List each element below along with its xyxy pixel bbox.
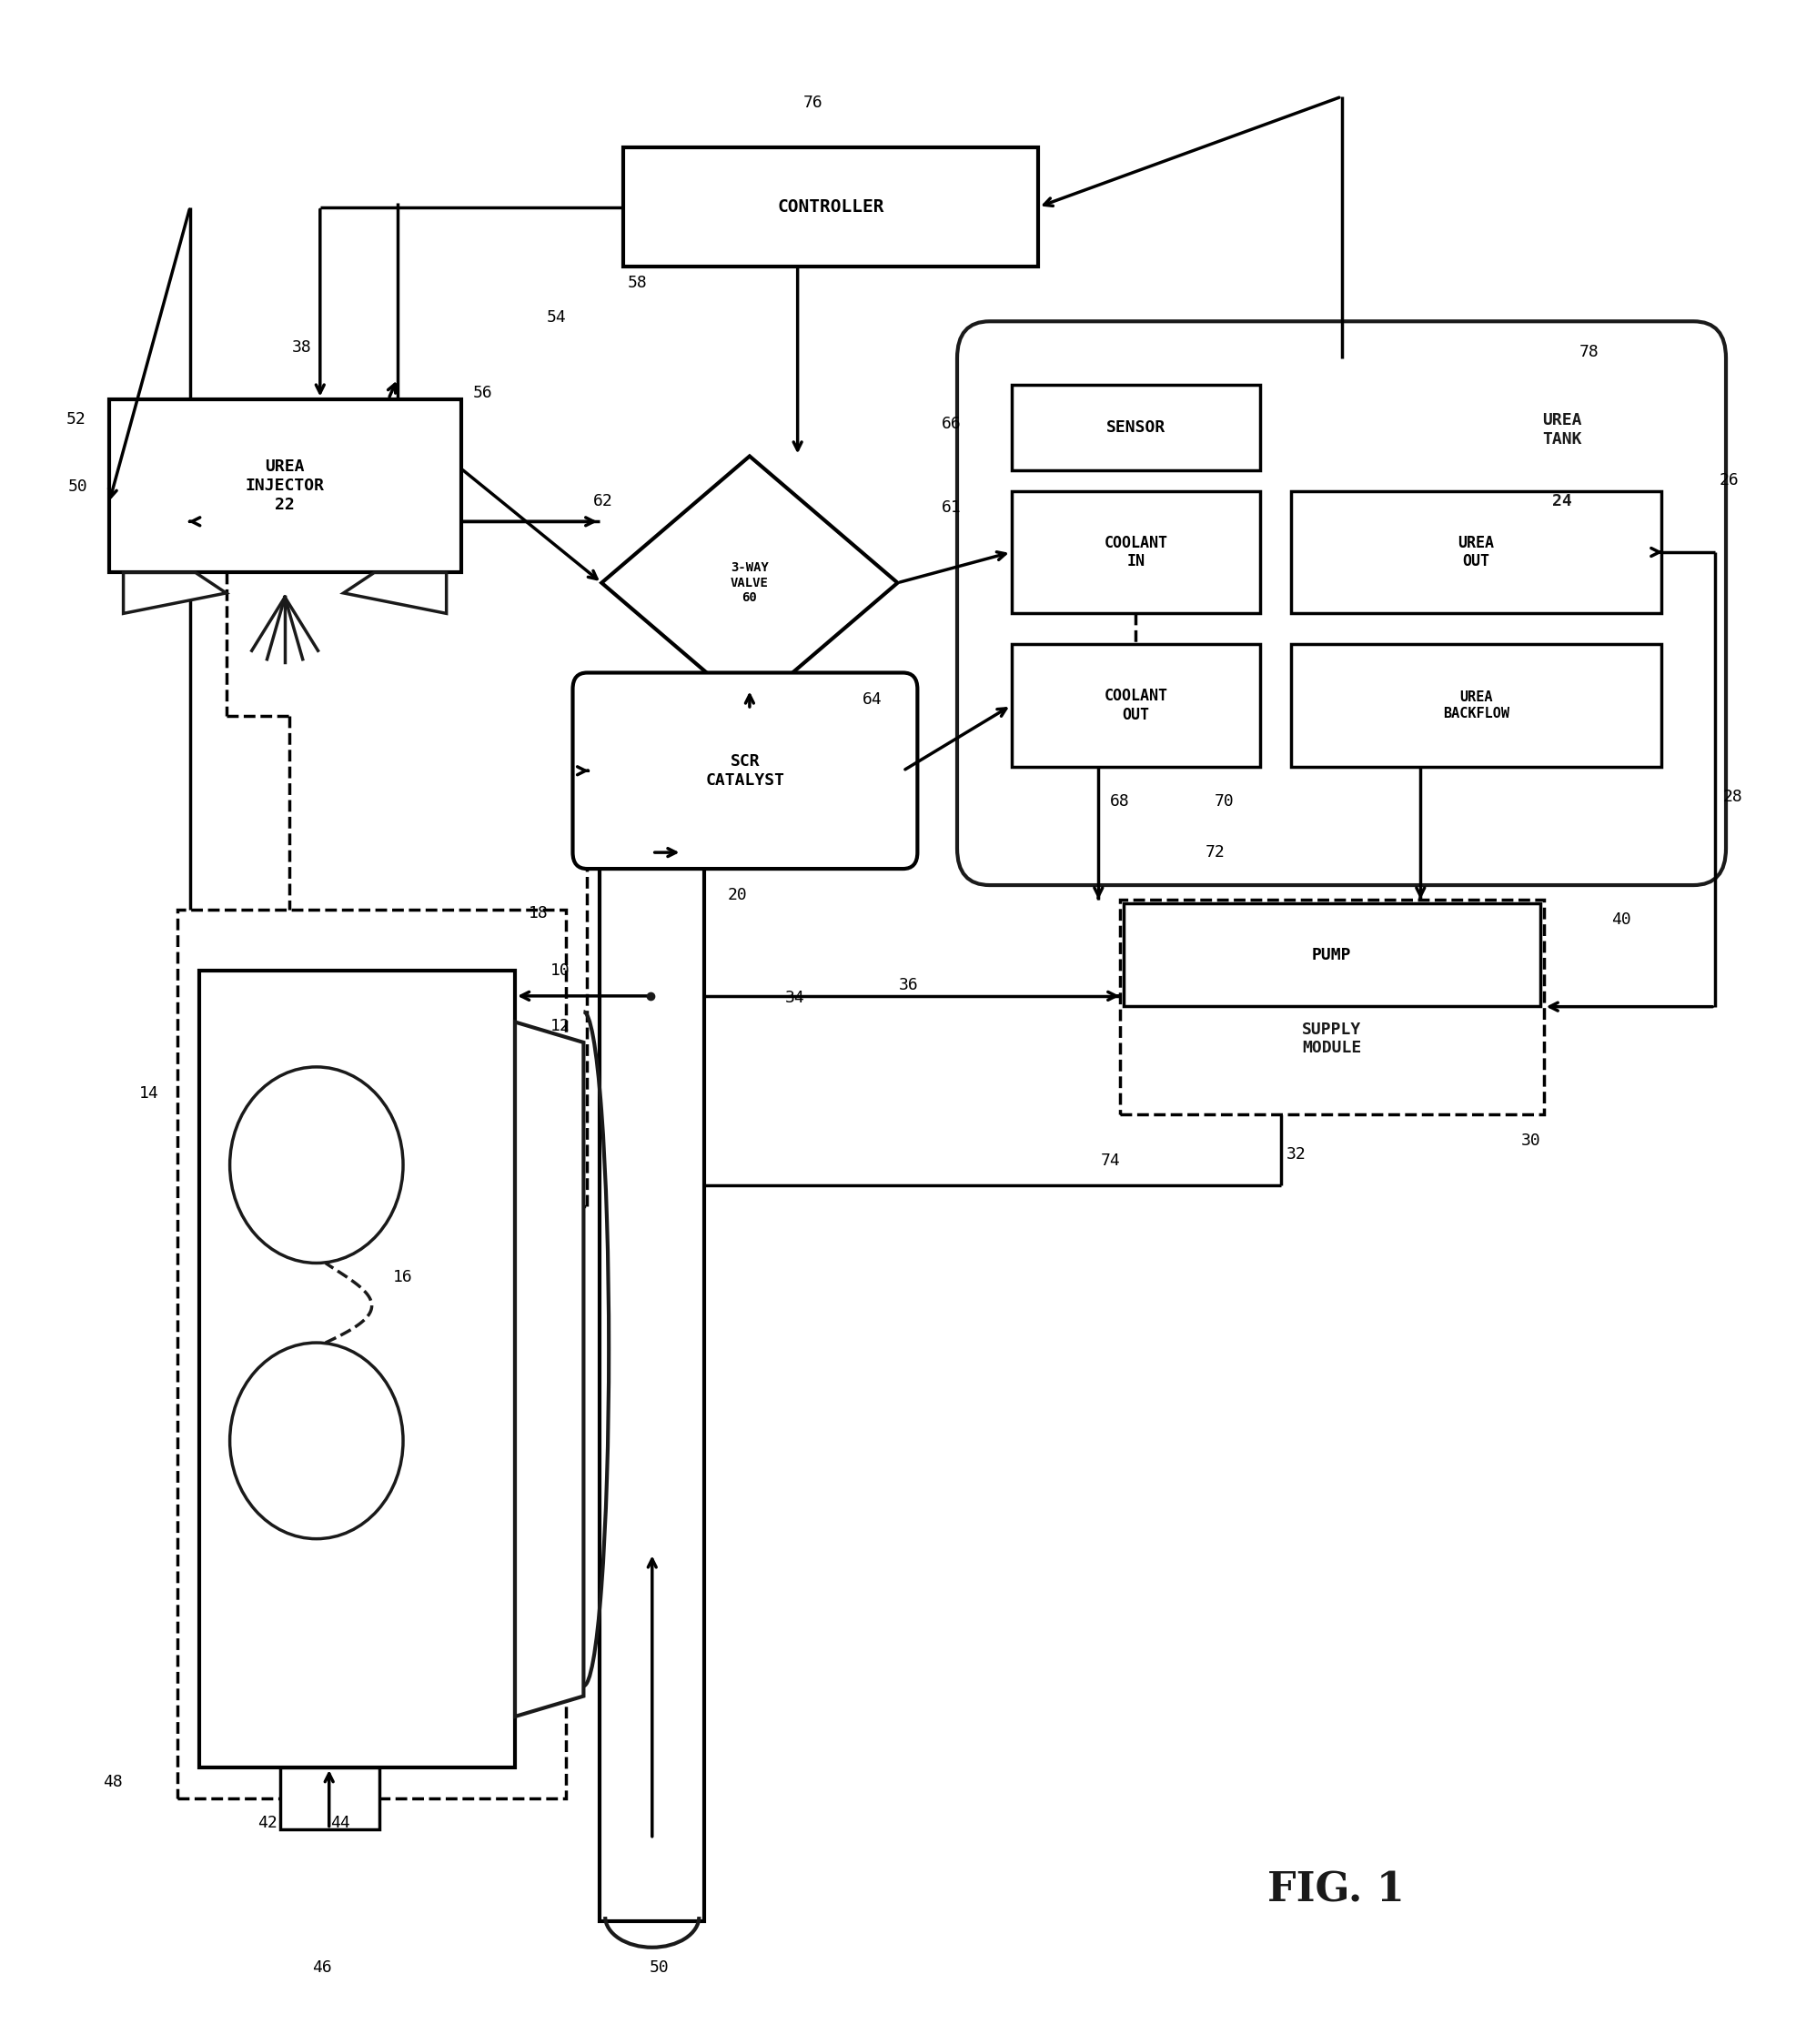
Text: 61: 61	[943, 499, 961, 515]
Text: COOLANT
IN: COOLANT IN	[1103, 536, 1168, 570]
Text: 46: 46	[312, 1960, 332, 1977]
Bar	[1011, 384, 1261, 470]
Bar	[108, 399, 461, 572]
Text: 24: 24	[1551, 493, 1571, 509]
Text: PUMP: PUMP	[1311, 946, 1351, 963]
Polygon shape	[123, 572, 226, 613]
Bar	[1291, 644, 1662, 766]
Text: 48: 48	[103, 1774, 123, 1791]
FancyBboxPatch shape	[957, 321, 1727, 885]
Circle shape	[229, 1067, 403, 1263]
Text: 36: 36	[899, 977, 917, 993]
Bar	[1011, 644, 1261, 766]
Bar	[600, 838, 704, 1921]
Text: 64: 64	[863, 691, 881, 707]
Text: 14: 14	[139, 1085, 159, 1102]
Text: SUPPLY
MODULE: SUPPLY MODULE	[1302, 1022, 1362, 1057]
Text: 74: 74	[1100, 1153, 1120, 1169]
Text: 3-WAY
VALVE
60: 3-WAY VALVE 60	[731, 562, 769, 603]
Text: 40: 40	[1611, 912, 1631, 928]
Text: 50: 50	[69, 478, 88, 495]
Text: 58: 58	[628, 274, 648, 290]
Text: 68: 68	[1109, 793, 1129, 809]
Text: CONTROLLER: CONTROLLER	[777, 198, 885, 215]
Text: SCR
CATALYST: SCR CATALYST	[706, 752, 784, 789]
Text: 72: 72	[1205, 844, 1224, 861]
Bar	[1123, 903, 1541, 1006]
Text: 62: 62	[594, 493, 614, 509]
Text: 30: 30	[1521, 1132, 1541, 1149]
Bar	[177, 910, 565, 1799]
Text: 32: 32	[1286, 1147, 1306, 1163]
Polygon shape	[343, 572, 446, 613]
Text: 44: 44	[330, 1815, 350, 1831]
Text: 78: 78	[1578, 343, 1598, 360]
FancyBboxPatch shape	[573, 672, 917, 869]
Text: 66: 66	[943, 415, 961, 431]
Bar	[1291, 491, 1662, 613]
Text: FIG. 1: FIG. 1	[1268, 1870, 1405, 1909]
Text: UREA
BACKFLOW: UREA BACKFLOW	[1443, 691, 1510, 719]
Bar	[280, 1768, 379, 1829]
Text: 52: 52	[67, 411, 87, 427]
Text: 34: 34	[786, 989, 805, 1006]
Bar	[199, 971, 515, 1768]
Text: COOLANT
OUT: COOLANT OUT	[1103, 687, 1168, 724]
Text: 56: 56	[473, 384, 493, 401]
Text: 26: 26	[1719, 472, 1739, 489]
Text: 10: 10	[551, 963, 571, 979]
Text: 42: 42	[258, 1815, 278, 1831]
Text: 12: 12	[551, 1018, 571, 1034]
Text: UREA
TANK: UREA TANK	[1542, 413, 1582, 448]
Text: 76: 76	[804, 94, 824, 110]
Text: 18: 18	[529, 905, 549, 922]
Text: 28: 28	[1723, 789, 1743, 805]
Circle shape	[229, 1343, 403, 1539]
Text: 20: 20	[728, 887, 748, 903]
Text: SENSOR: SENSOR	[1105, 419, 1165, 435]
Polygon shape	[515, 1022, 583, 1717]
Text: UREA
OUT: UREA OUT	[1457, 536, 1494, 570]
Text: 70: 70	[1214, 793, 1233, 809]
Text: 16: 16	[394, 1269, 414, 1286]
Text: UREA
INJECTOR
22: UREA INJECTOR 22	[246, 458, 325, 513]
Text: 50: 50	[650, 1960, 670, 1977]
Bar	[1011, 491, 1261, 613]
Text: 38: 38	[293, 339, 312, 356]
Text: 54: 54	[547, 309, 567, 325]
Polygon shape	[601, 456, 898, 709]
Bar	[623, 147, 1038, 266]
Bar	[1120, 899, 1544, 1114]
